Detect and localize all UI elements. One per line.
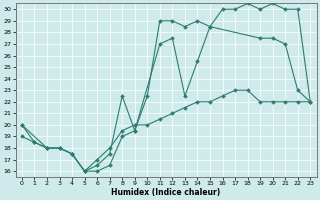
X-axis label: Humidex (Indice chaleur): Humidex (Indice chaleur) (111, 188, 221, 197)
